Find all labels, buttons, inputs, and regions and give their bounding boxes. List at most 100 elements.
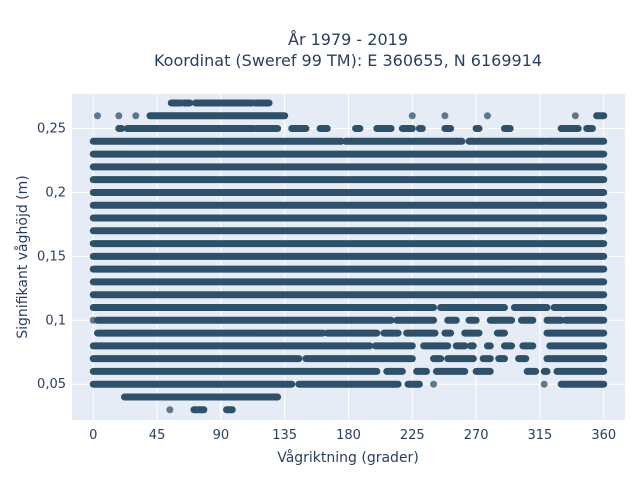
data-point-band (553, 367, 608, 375)
data-point-band (373, 125, 395, 133)
data-point-band (166, 406, 174, 414)
data-point-band (543, 355, 608, 363)
data-point-band (89, 240, 608, 248)
y-axis-ticks: 0,05 0,1 0,15 0,2 0,25 (37, 122, 66, 393)
data-point-run (89, 291, 608, 299)
data-point-run (543, 316, 565, 324)
data-point-band (483, 342, 494, 350)
data-point-band (441, 125, 455, 133)
data-point-band (543, 137, 608, 145)
data-point-run (479, 355, 494, 363)
x-tick-label: 90 (213, 428, 230, 443)
data-point-band (295, 380, 402, 388)
data-point-band (543, 316, 565, 324)
data-point-run (472, 125, 483, 133)
chart-title-line-1: År 1979 - 2019 (288, 30, 408, 49)
data-point-run (89, 163, 608, 171)
data-point-run (89, 367, 381, 375)
data-point-run (191, 99, 256, 107)
data-point-band (146, 112, 289, 120)
data-point-band (466, 342, 477, 350)
data-point-band (408, 112, 416, 120)
data-point (483, 112, 491, 120)
data-point-run (323, 329, 381, 337)
data-point-band (398, 125, 416, 133)
data-point (115, 112, 123, 120)
data-point-run (415, 125, 426, 133)
data-point-band (191, 99, 256, 107)
data-point-run (465, 316, 480, 324)
data-point-run (288, 125, 310, 133)
data-point-band (571, 112, 579, 120)
data-point-run (371, 342, 416, 350)
data-point-run (593, 112, 608, 120)
data-point-run (146, 112, 289, 120)
data-point-band (452, 342, 469, 350)
data-point-band (472, 367, 494, 375)
data-point-band (444, 355, 477, 363)
data-point-band (89, 176, 608, 184)
data-point-band (383, 367, 406, 375)
data-point-band (94, 112, 102, 120)
data-point-run (252, 125, 282, 133)
data-point-run (89, 342, 374, 350)
x-axis-title: Vågriktning (grader) (277, 449, 419, 466)
data-point (441, 112, 449, 120)
data-point-band (89, 150, 608, 158)
data-point-run (89, 150, 608, 158)
data-point-run (523, 367, 540, 375)
data-point-run (466, 342, 477, 350)
data-point (132, 112, 140, 120)
data-point-band (461, 329, 483, 337)
data-point-run (180, 99, 194, 107)
data-point (540, 380, 548, 388)
data-point-band (519, 342, 537, 350)
data-point-run (465, 137, 548, 145)
x-tick-label: 225 (400, 428, 425, 443)
data-point-band (523, 367, 540, 375)
data-point-band (543, 329, 608, 337)
data-point-run (383, 367, 406, 375)
data-point-band (380, 329, 402, 337)
data-point-run (550, 303, 608, 311)
data-point-run (483, 342, 494, 350)
data-point-run (89, 380, 296, 388)
x-tick-label: 270 (464, 428, 489, 443)
data-point-run (342, 137, 466, 145)
data-point-band (115, 112, 123, 120)
data-point-band (89, 163, 608, 171)
data-point-band (190, 406, 208, 414)
data-point-run (373, 125, 395, 133)
data-point-run (432, 367, 469, 375)
data-point-band (420, 342, 452, 350)
data-point-run (352, 125, 364, 133)
data-point-run (444, 316, 460, 324)
data-point-run (89, 252, 608, 260)
data-point-band (323, 329, 381, 337)
data-point-band (223, 406, 236, 414)
data-point-run (398, 125, 416, 133)
y-tick-label: 0,15 (37, 249, 66, 264)
data-point-band (561, 316, 608, 324)
data-point-run (251, 99, 273, 107)
x-tick-label: 0 (89, 428, 97, 443)
x-tick-label: 135 (272, 428, 297, 443)
data-point-band (302, 355, 416, 363)
data-point-run (89, 176, 608, 184)
data-point-run (393, 316, 438, 324)
data-point (571, 112, 579, 120)
data-point-band (89, 188, 608, 196)
data-point-band (89, 278, 608, 286)
data-point-run (452, 342, 469, 350)
data-point-band (251, 99, 273, 107)
data-point-band (583, 125, 596, 133)
x-tick-label: 360 (591, 428, 616, 443)
data-point-run (89, 137, 345, 145)
data-point-run (316, 125, 331, 133)
data-point-band (593, 112, 608, 120)
data-point-run (190, 406, 208, 414)
data-point-band (89, 303, 438, 311)
y-tick-label: 0,05 (37, 377, 66, 392)
data-point-run (115, 125, 126, 133)
data-point-band (403, 329, 439, 337)
